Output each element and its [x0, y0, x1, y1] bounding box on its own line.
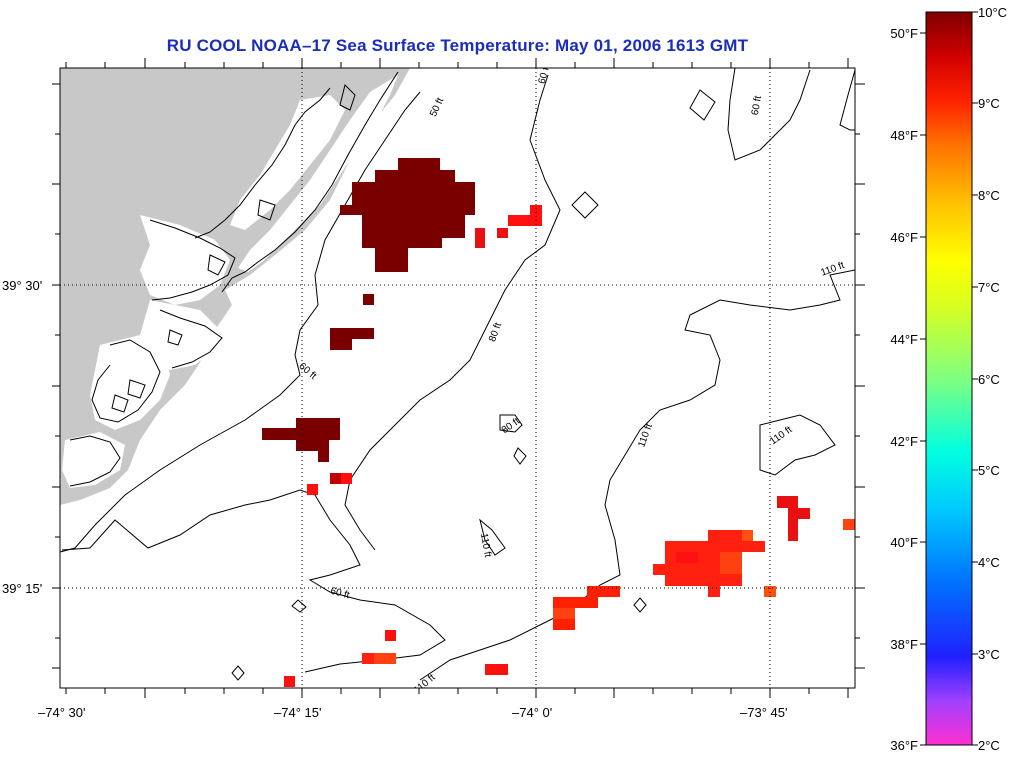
graticule [60, 68, 855, 688]
lon-label-74-30: –74° 30' [38, 705, 85, 720]
coastline [69, 71, 399, 487]
colorbar-label-c: 9°C [978, 96, 1000, 111]
lat-label-39-30: 39° 30' [2, 278, 42, 293]
colorbar-label-f: 42°F [890, 434, 918, 449]
colorbar-label-f: 38°F [890, 637, 918, 652]
contour-label: 80 ft [487, 321, 504, 343]
lat-label-39-15: 39° 15' [2, 581, 42, 596]
colorbar-ticks [920, 11, 978, 746]
depth-contours [60, 68, 855, 681]
contour-label: 50 ft [428, 96, 446, 118]
colorbar-label-c: 3°C [978, 647, 1000, 662]
colorbar-label-c: 5°C [978, 463, 1000, 478]
contour-label: 110 ft [768, 424, 794, 447]
barrier-island [238, 75, 398, 272]
colorbar-f-labels: 50°F 48°F 46°F 44°F 42°F 40°F 38°F 36°F [890, 26, 918, 753]
map-title: RU COOL NOAA–17 Sea Surface Temperature:… [166, 36, 749, 55]
colorbar-label-f: 36°F [890, 738, 918, 753]
contour-label: 60 ft [537, 63, 553, 85]
lon-label-74-15: –74° 15' [274, 705, 321, 720]
contour-label: 60 ft [329, 586, 351, 602]
contour-label: 110 ft [819, 260, 846, 279]
colorbar-c-labels: 10°C 9°C 8°C 7°C 6°C 5°C 4°C 3°C 2°C [978, 5, 1007, 753]
colorbar-label-c: 7°C [978, 280, 1000, 295]
contour-label: 60 ft [296, 361, 318, 382]
lon-label-74-0: –74° 0' [512, 705, 552, 720]
contour-label: 60 ft [750, 95, 764, 116]
colorbar-label-f: 50°F [890, 26, 918, 41]
colorbar-label-c: 10°C [978, 5, 1007, 20]
colorbar-label-c: 2°C [978, 738, 1000, 753]
colorbar-label-f: 48°F [890, 128, 918, 143]
contour-label: 110 ft [478, 532, 493, 558]
contour-label: 110 ft [636, 422, 655, 449]
colorbar [925, 11, 973, 746]
contour-label: 80 ft [500, 416, 522, 436]
colorbar-label-f: 44°F [890, 332, 918, 347]
colorbar-label-c: 4°C [978, 555, 1000, 570]
colorbar-label-f: 40°F [890, 535, 918, 550]
colorbar-label-c: 8°C [978, 188, 1000, 203]
colorbar-label-c: 6°C [978, 372, 1000, 387]
axis-ticks [52, 58, 865, 698]
colorbar-label-f: 46°F [890, 230, 918, 245]
lon-label-73-45: –73° 45' [740, 705, 787, 720]
contour-label: 110 ft [412, 672, 438, 696]
sst-pixels [262, 158, 855, 687]
